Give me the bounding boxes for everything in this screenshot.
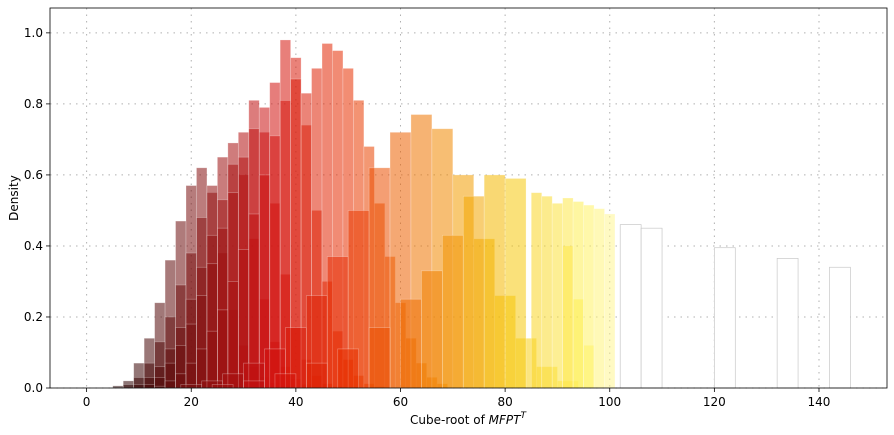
y-tick-label: 0.2 [24, 310, 43, 324]
histogram-bar [337, 348, 359, 389]
y-tick-label: 0.4 [24, 239, 43, 253]
histogram-bar [530, 192, 543, 389]
histogram-bar [714, 247, 736, 389]
bars [112, 39, 851, 389]
x-axis-label-sup: T [520, 411, 527, 421]
x-tick-label: 120 [703, 395, 726, 409]
histogram-bar [562, 197, 574, 389]
histogram-bar [243, 380, 265, 389]
y-tick-label: 0.0 [24, 381, 43, 395]
y-tick-label: 0.8 [24, 97, 43, 111]
histogram-bar [274, 373, 297, 389]
histogram-bar [829, 266, 851, 389]
histogram-bar [305, 362, 328, 389]
histogram-bar [504, 178, 527, 389]
x-tick-label: 80 [497, 395, 512, 409]
histogram-bar [483, 174, 506, 389]
x-tick-label: 40 [288, 395, 303, 409]
histogram-bar [164, 380, 176, 389]
x-tick-label: 20 [184, 395, 199, 409]
histogram-bar [206, 330, 218, 389]
y-tick-label: 0.6 [24, 168, 43, 182]
x-axis: 0 20 40 60 80 100 120 140 [83, 388, 831, 409]
histogram-series [562, 197, 616, 389]
x-axis-label-text: Cube-root of [410, 413, 489, 427]
histogram-bar [551, 202, 564, 389]
histogram-bar [541, 195, 553, 389]
y-axis: 0.0 0.2 0.4 0.6 0.8 1.0 [24, 26, 50, 395]
x-tick-label: 0 [83, 395, 91, 409]
x-axis-label-math: MFPT [489, 413, 522, 427]
histogram-bar [143, 384, 155, 389]
plot-frame [49, 7, 888, 389]
histogram-bar [604, 213, 616, 389]
histogram-bar [180, 384, 203, 389]
histogram-bar [368, 327, 391, 389]
histogram-bar [572, 201, 584, 389]
x-tick-label: 60 [393, 395, 408, 409]
histogram-bar [248, 213, 260, 389]
histogram-bar [421, 270, 443, 389]
x-tick-label: 100 [598, 395, 621, 409]
histogram-bar [211, 384, 234, 389]
histogram-bar [462, 195, 485, 389]
histogram-bar [122, 384, 135, 389]
histogram-bar [583, 204, 595, 389]
histogram-bar [593, 208, 605, 389]
histogram-bar [619, 224, 642, 389]
y-axis-label: Density [7, 175, 21, 221]
histogram-bar [227, 281, 239, 389]
histogram-bar [441, 234, 464, 389]
histogram-bar [776, 258, 799, 389]
histogram-bar [133, 384, 145, 389]
histogram-series [619, 224, 851, 389]
y-tick-label: 1.0 [24, 26, 43, 40]
histogram-bar [640, 227, 663, 389]
x-tick-label: 140 [808, 395, 831, 409]
histogram-bar [400, 298, 422, 389]
x-axis-label: Cube-root of MFPTT [410, 411, 527, 427]
